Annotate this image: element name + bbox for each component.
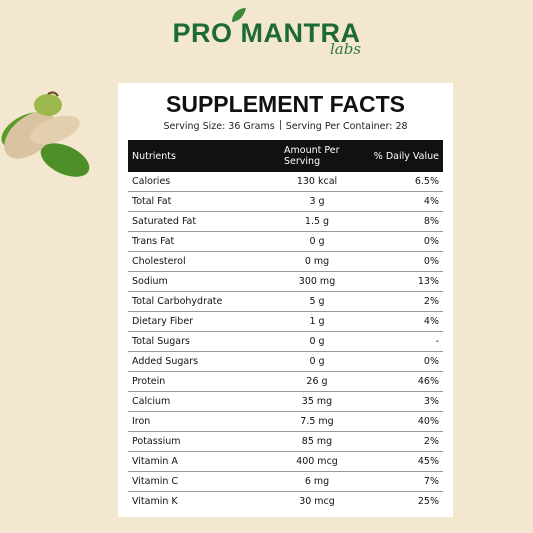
header-cell: Nutrients (128, 140, 266, 172)
table-cell: Vitamin C (128, 471, 266, 492)
table-cell: Vitamin A (128, 451, 266, 472)
table-cell: Iron (128, 411, 266, 432)
table-cell: 1 g (266, 311, 368, 332)
table-cell: Calcium (128, 391, 266, 412)
table-cell: 0 g (266, 231, 368, 252)
table-cell: Potassium (128, 431, 266, 452)
table-cell: Sodium (128, 271, 266, 292)
table-row: Added Sugars 0 g 0% (128, 351, 443, 372)
table-row: Iron 7.5 mg 40% (128, 411, 443, 432)
header-cell: Amount Per Serving (266, 140, 368, 172)
table-row: Total Fat 3 g 4% (128, 191, 443, 212)
table-body: Calories 130 kcal 6.5% Total Fat 3 g 4% Satura… (128, 172, 443, 511)
table-cell: Vitamin K (132, 496, 178, 507)
table-row: Potassium 85 mg 2% (128, 431, 443, 452)
table-cell: Total Sugars (128, 331, 266, 352)
table-cell: 0 g (266, 331, 368, 352)
table-cell: 6.5% (368, 172, 443, 192)
serving-size: Serving Size: 36 Grams (163, 121, 275, 132)
table-cell: 2% (368, 291, 443, 312)
table-cell: Trans Fat (128, 231, 266, 252)
serving-info: Serving Size: 36 Grams Serving Per Contai… (118, 120, 453, 132)
header-cell: % Daily Value (368, 140, 443, 172)
table-cell: Calories (128, 172, 266, 192)
table-cell: 400 mcg (266, 451, 368, 472)
table-row: Cholesterol 0 mg 0% (128, 251, 443, 272)
table-cell: Protein (128, 371, 266, 392)
table-cell: 30 mcg (299, 496, 335, 507)
table-cell: 35 mg (266, 391, 368, 412)
brand-sub: labs (330, 40, 362, 58)
table-cell: 13% (368, 271, 443, 292)
table-cell: 85 mg (266, 431, 368, 452)
table-cell: 0 g (266, 351, 368, 372)
table-cell: Dietary Fiber (128, 311, 266, 332)
table-row: Vitamin A 400 mcg 45% (128, 451, 443, 472)
table-row: Total Sugars 0 g- (128, 331, 443, 352)
table-row: Saturated Fat 1.5 g 8% (128, 211, 443, 232)
table-cell: Saturated Fat (128, 211, 266, 232)
table-cell: Total Carbohydrate (128, 291, 266, 312)
table-cell: 26 g (266, 371, 368, 392)
table-cell: 4% (368, 311, 443, 332)
table-row: Sodium 300 mg 13% (128, 271, 443, 292)
table-cell: Cholesterol (128, 251, 266, 272)
table-row: Vitamin K 30 mcg 25% (128, 492, 443, 512)
table-cell: 7% (368, 471, 443, 492)
table-cell: 1.5 g (266, 211, 368, 232)
table-cell: 3% (368, 391, 443, 412)
table-cell: 7.5 mg (266, 411, 368, 432)
table-row: Calcium 35 mg 3% (128, 391, 443, 412)
table-row: Total Carbohydrate 5 g 2% (128, 291, 443, 312)
panel-title: SUPPLEMENT FACTS (166, 91, 405, 117)
header-row: Nutrients Amount Per Serving% Daily Value (128, 140, 443, 172)
table-cell: 3 g (266, 191, 368, 212)
servings-per-container: Serving Per Container: 28 (285, 121, 408, 132)
table-cell: 46% (368, 371, 443, 392)
table-cell: 0% (368, 231, 443, 252)
table-row: Dietary Fiber 1 g 4% (128, 311, 443, 332)
facts-table: Nutrients Amount Per Serving% Daily Value… (128, 140, 443, 511)
table-cell: 45% (368, 451, 443, 472)
table-row: Calories 130 kcal 6.5% (128, 172, 443, 192)
table-cell: 40% (368, 411, 443, 432)
brand-name: PRO MANTRA (172, 18, 361, 48)
table-cell: 0 mg (266, 251, 368, 272)
table-cell: 8% (368, 211, 443, 232)
logo-leaf (232, 8, 246, 22)
table-cell: 5 g (266, 291, 368, 312)
table-cell: 0% (368, 251, 443, 272)
table-cell: 4% (368, 191, 443, 212)
table-cell: 25% (417, 496, 439, 507)
table-cell: 0% (368, 351, 443, 372)
pistachio-illustration (1, 91, 90, 177)
table-cell: 2% (368, 431, 443, 452)
table-cell: 300 mg (266, 271, 368, 292)
table-row: Protein 26 g 46% (128, 371, 443, 392)
table-cell: 6 mg (266, 471, 368, 492)
table-cell: - (368, 331, 443, 352)
facts-panel: SUPPLEMENT FACTS Serving Size: 36 Grams S… (118, 83, 453, 517)
table-cell: 130 kcal (266, 172, 368, 192)
table-row: Trans Fat 0 g 0% (128, 231, 443, 252)
table-cell: Total Fat (128, 191, 266, 212)
table-cell: Added Sugars (128, 351, 266, 372)
